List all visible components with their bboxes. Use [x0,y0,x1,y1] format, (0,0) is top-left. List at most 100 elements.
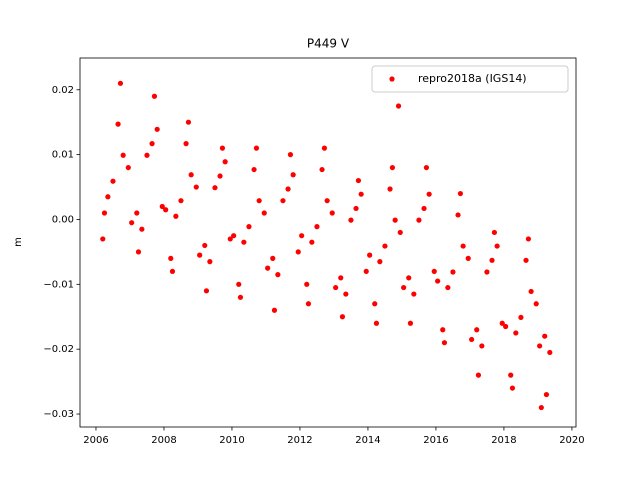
data-point [134,210,140,216]
data-point [207,259,213,265]
data-point [280,198,286,204]
data-point [440,327,446,333]
data-point [159,203,165,210]
data-point [537,343,543,349]
data-point [125,164,131,171]
data-point [193,184,199,190]
data-point [117,80,124,86]
x-tick-label: 2012 [287,435,312,446]
y-tick-label: −0.02 [43,344,74,355]
legend-marker [389,76,395,82]
data-point [183,141,189,147]
y-tick-label: −0.03 [43,409,74,420]
data-point [389,164,396,171]
data-point [154,126,160,132]
data-point [479,343,485,349]
data-point [542,333,548,339]
data-point [275,272,281,278]
data-point [178,198,184,204]
data-point [367,252,373,258]
data-point [509,385,516,391]
data-point [401,284,407,291]
data-point [309,239,315,245]
data-point [222,159,228,165]
data-point [287,152,294,158]
data-point [241,239,247,245]
data-point [518,314,524,321]
data-point [460,243,466,249]
data-point [474,327,480,333]
data-point [101,210,108,216]
data-point [523,257,529,263]
data-point [543,391,550,398]
y-axis-label: m [13,237,24,247]
data-point [212,185,218,191]
data-point [457,190,464,197]
data-point [382,243,388,249]
data-point [508,372,514,378]
data-point [188,172,194,178]
data-point [339,314,346,320]
y-tick-label: 0.02 [52,85,74,96]
data-point [387,186,393,192]
data-point [416,217,422,223]
data-point [503,323,509,330]
y-tick-label: −0.01 [43,279,74,290]
x-tick-label: 2006 [83,435,108,446]
data-point [144,152,150,158]
data-point [151,93,158,99]
data-point [105,194,111,200]
data-point [256,198,262,204]
data-point [407,320,414,326]
data-point [305,301,312,307]
data-point [353,205,359,212]
data-point [304,281,310,287]
data-point [185,119,192,125]
data-point [513,330,519,336]
data-point [321,145,328,151]
data-point [465,255,471,261]
legend-box [371,65,569,93]
legend: repro2018a (IGS14) [371,65,569,93]
x-tick-label: 2018 [491,435,516,446]
data-point [450,269,456,275]
x-tick-label: 2008 [151,435,176,446]
data-point [406,275,412,281]
data-point [197,252,203,258]
data-point [299,233,305,239]
data-point [411,291,417,297]
data-point [494,243,500,249]
data-point [499,320,505,326]
data-point [377,259,383,265]
x-tick-label: 2016 [423,435,448,446]
data-point [236,281,242,287]
data-point [314,224,320,230]
data-point [324,198,330,204]
data-point [329,210,335,216]
data-point [475,372,482,378]
data-point [363,268,369,274]
data-point [423,164,430,171]
data-point [163,207,169,213]
x-tick-label: 2020 [559,435,584,446]
data-point [533,301,539,307]
data-point [168,255,174,261]
data-point [270,255,276,261]
y-tick-label: 0.01 [52,150,74,161]
data-point [139,226,145,232]
data-point [491,229,498,236]
data-point [110,178,116,184]
data-point [421,205,427,212]
legend-label: repro2018a (IGS14) [418,72,527,85]
data-point [528,288,534,295]
data-point [149,141,155,147]
data-point [227,236,233,242]
data-point [426,191,432,197]
data-point [538,404,544,411]
data-point [435,278,441,284]
data-point [265,265,271,271]
data-point [203,288,210,294]
data-point [525,236,532,242]
